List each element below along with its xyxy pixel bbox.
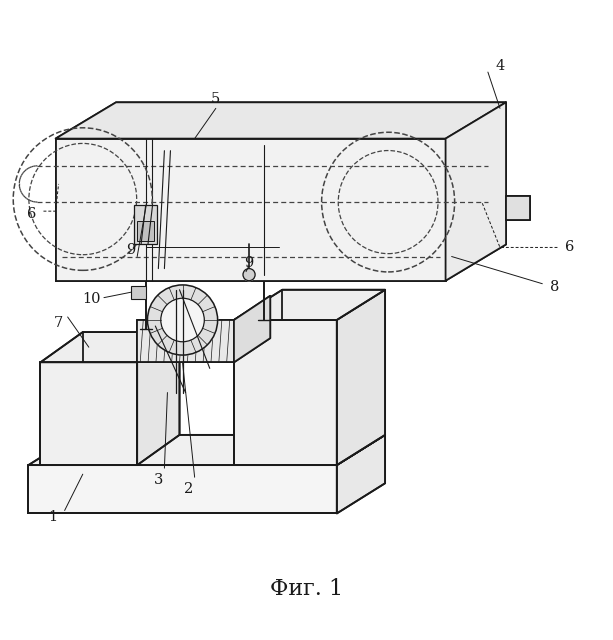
Text: 6: 6 [27,207,36,221]
Polygon shape [28,465,337,513]
Polygon shape [234,296,270,362]
Text: 2: 2 [184,483,193,496]
Text: Фиг. 1: Фиг. 1 [270,578,343,600]
Polygon shape [56,139,446,281]
Polygon shape [137,221,154,241]
Polygon shape [40,362,137,465]
Polygon shape [131,285,147,299]
Text: 3: 3 [154,473,163,487]
Polygon shape [137,320,234,362]
Polygon shape [506,196,530,220]
Polygon shape [337,435,385,513]
Circle shape [148,285,218,355]
Text: 9: 9 [126,243,135,257]
Circle shape [161,298,204,342]
Polygon shape [56,102,506,139]
Text: 1: 1 [48,509,57,524]
Polygon shape [234,290,385,320]
Text: 9: 9 [245,255,254,269]
Polygon shape [337,290,385,465]
Text: 5: 5 [211,92,221,106]
Text: 8: 8 [550,280,559,294]
Text: 7: 7 [54,316,63,330]
Polygon shape [40,332,180,362]
Polygon shape [446,102,506,281]
Polygon shape [137,332,180,465]
Polygon shape [234,320,337,465]
Text: 4: 4 [495,59,504,73]
Text: 6: 6 [565,241,574,255]
Polygon shape [28,435,385,465]
Circle shape [243,269,255,281]
Polygon shape [134,205,157,244]
Text: 10: 10 [83,292,101,306]
